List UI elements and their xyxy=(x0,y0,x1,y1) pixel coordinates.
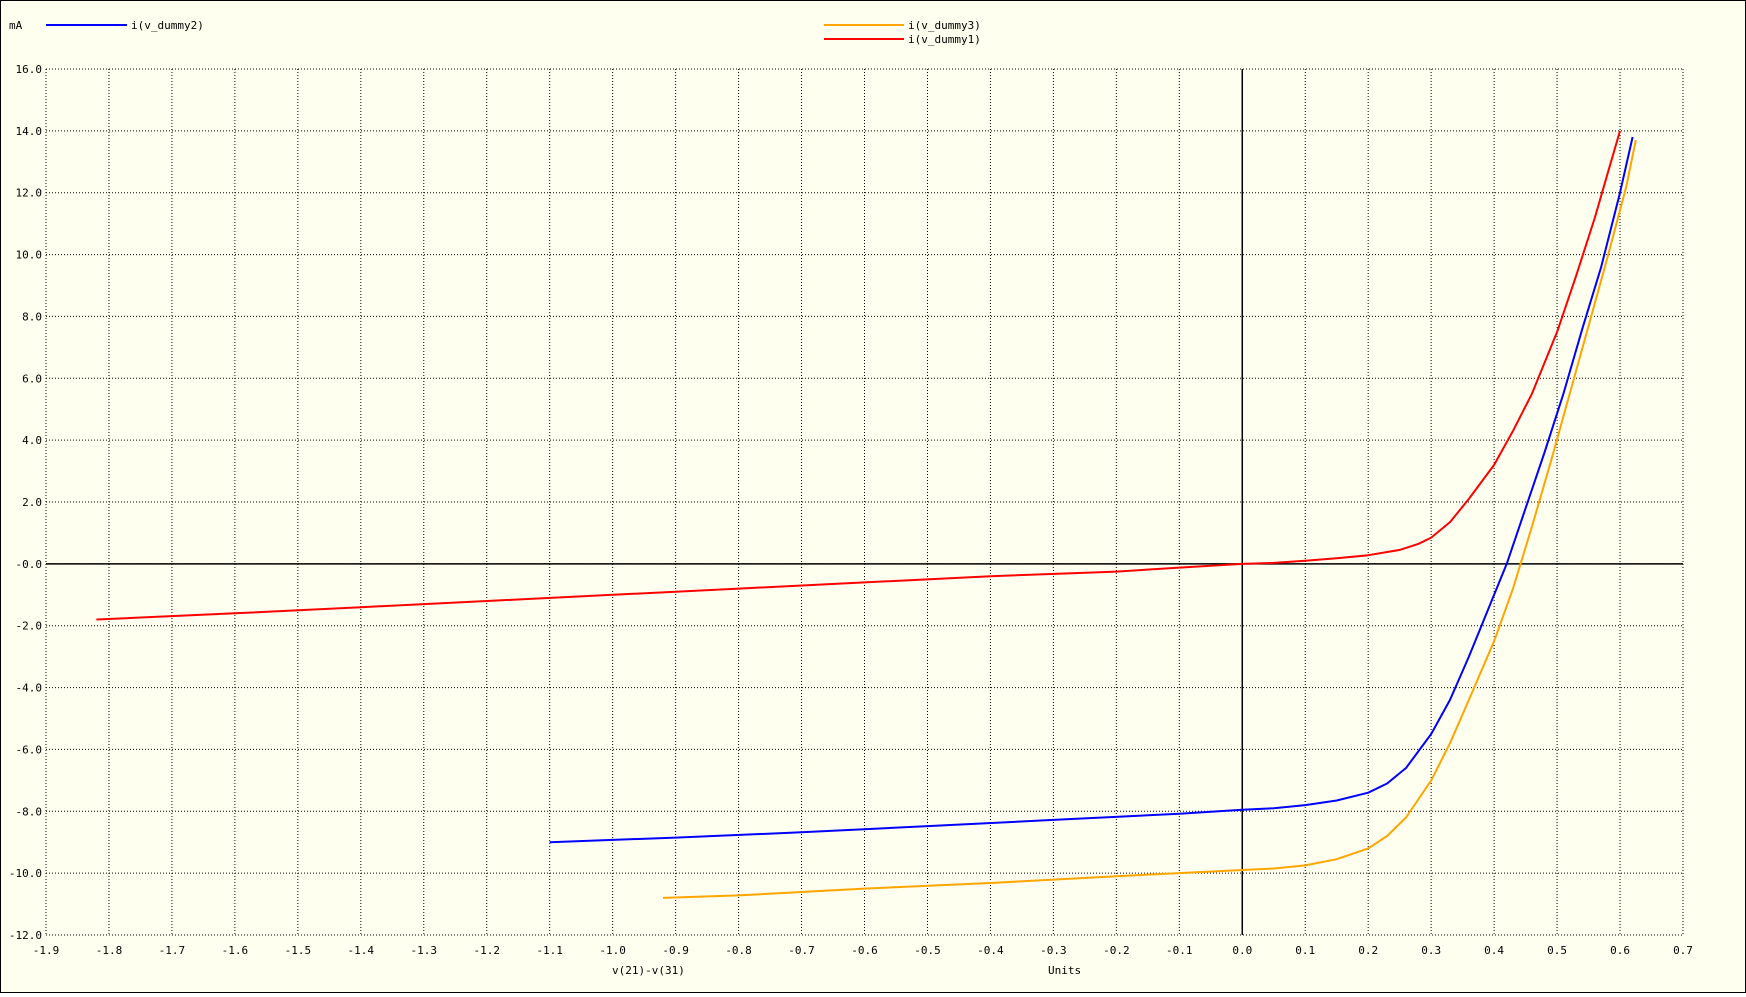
x-tick-label: -0.4 xyxy=(977,944,1004,957)
x-tick-label: -1.3 xyxy=(411,944,438,957)
legend-label: i(v_dummy1) xyxy=(908,33,981,46)
x-tick-label: 0.3 xyxy=(1421,944,1441,957)
y-tick-label: 10.0 xyxy=(16,249,43,262)
legend-entry: i(v_dummy3) xyxy=(824,19,981,32)
y-tick-label: 16.0 xyxy=(16,63,43,76)
y-tick-labels: 16.0 14.0 12.0 10.0 8.0 6.0 4.0 2.0 -0.0 -2.0 -4.0… xyxy=(9,63,42,942)
x-tick-labels: -1.9 -1.8 -1.7 -1.6 -1.5 -1.4 -1.3 -1.2 -1.1 -1.0… xyxy=(33,944,1693,957)
x-tick-label: -1.2 xyxy=(473,944,500,957)
x-tick-label: -1.0 xyxy=(599,944,626,957)
y-tick-label: -8.0 xyxy=(16,805,43,818)
x-tick-label: -0.3 xyxy=(1040,944,1067,957)
x-tick-label: 0.2 xyxy=(1358,944,1378,957)
x-axis-label: v(21)-v(31) xyxy=(612,964,685,977)
x-tick-label: -0.2 xyxy=(1103,944,1130,957)
legend-label: i(v_dummy3) xyxy=(908,19,981,32)
x-tick-label: 0.4 xyxy=(1484,944,1504,957)
x-tick-label: 0.1 xyxy=(1295,944,1315,957)
x-tick-label: -1.5 xyxy=(285,944,312,957)
x-tick-label: 0.5 xyxy=(1547,944,1567,957)
y-tick-label: -10.0 xyxy=(9,867,42,880)
x-tick-label: 0.6 xyxy=(1610,944,1630,957)
y-tick-label: 12.0 xyxy=(16,187,43,200)
x-tick-label: -1.7 xyxy=(159,944,186,957)
x-tick-label: -1.1 xyxy=(536,944,563,957)
series-line-i-v-dummy1- xyxy=(96,130,1621,621)
legend-label: i(v_dummy2) xyxy=(131,19,204,32)
y-tick-label: -2.0 xyxy=(16,620,43,633)
x-tick-label: -1.4 xyxy=(348,944,375,957)
x-tick-label: -0.1 xyxy=(1166,944,1193,957)
y-tick-label: -4.0 xyxy=(16,682,43,695)
y-tick-label: 2.0 xyxy=(22,496,42,509)
y-tick-label: 8.0 xyxy=(22,310,42,323)
y-tick-label: -6.0 xyxy=(16,743,43,756)
series-line-i-v-dummy2- xyxy=(549,136,1634,844)
x-tick-label: -1.9 xyxy=(33,944,60,957)
x-units-label: Units xyxy=(1048,964,1081,977)
x-tick-label: -0.5 xyxy=(914,944,941,957)
y-tick-label: 4.0 xyxy=(22,434,42,447)
legend: i(v_dummy2) i(v_dummy3)i(v_dummy1) xyxy=(46,19,981,46)
legend-entry: i(v_dummy2) xyxy=(46,19,204,32)
x-tick-label: -0.7 xyxy=(788,944,815,957)
legend-entry: i(v_dummy1) xyxy=(824,33,981,46)
y-tick-label: -0.0 xyxy=(16,558,43,571)
x-tick-label: -0.9 xyxy=(662,944,689,957)
x-tick-label: -1.6 xyxy=(222,944,249,957)
series-line-i-v-dummy3- xyxy=(662,139,1637,899)
zero-axes xyxy=(46,69,1683,935)
x-tick-label: -1.8 xyxy=(96,944,123,957)
x-tick-label: 0.0 xyxy=(1232,944,1252,957)
grid xyxy=(45,68,1684,936)
y-tick-label: 6.0 xyxy=(22,372,42,385)
y-units-label: mA xyxy=(9,19,23,32)
series-lines xyxy=(96,130,1637,899)
y-tick-label: -12.0 xyxy=(9,929,42,942)
x-tick-label: -0.6 xyxy=(851,944,878,957)
x-tick-label: -0.8 xyxy=(725,944,752,957)
x-tick-label: 0.7 xyxy=(1673,944,1693,957)
y-tick-label: 14.0 xyxy=(16,125,43,138)
